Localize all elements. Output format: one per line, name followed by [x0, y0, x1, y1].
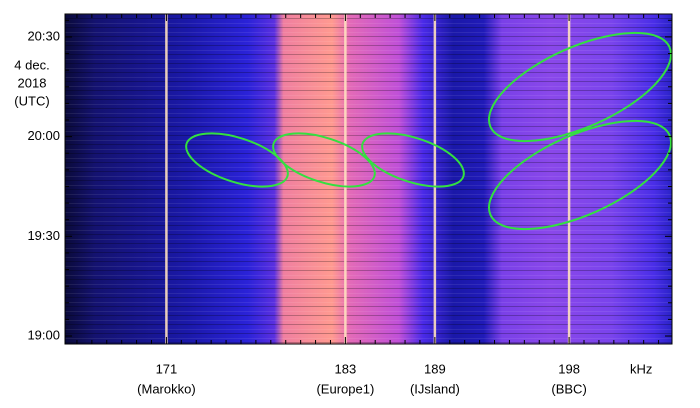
- y-axis-label: (UTC): [14, 93, 49, 108]
- annotations: [185, 31, 672, 231]
- y-tick-label: 20:30: [27, 28, 60, 43]
- annotation-ellipse: [488, 119, 672, 231]
- y-axis-label: 4 dec.: [14, 57, 49, 72]
- x-tick-sublabel: (BBC): [551, 381, 586, 396]
- x-tick-label: 189: [424, 361, 446, 376]
- y-tick-label: 19:30: [27, 228, 60, 243]
- spectrogram-texture: [65, 14, 672, 344]
- x-tick-sublabel: (Marokko): [137, 381, 196, 396]
- x-tick-label: 198: [558, 361, 580, 376]
- x-axis-label: kHz: [630, 361, 652, 376]
- annotation-ellipse: [488, 31, 672, 143]
- y-axis-label: 2018: [18, 75, 47, 90]
- annotation-ellipse: [361, 132, 465, 188]
- annotation-ellipse: [185, 132, 289, 188]
- plot-area: [65, 14, 672, 344]
- plot-frame: [64, 13, 673, 345]
- annotation-ellipse: [272, 132, 376, 188]
- x-tick-sublabel: (IJsland): [410, 381, 460, 396]
- y-tick-label: 19:00: [27, 327, 60, 342]
- y-tick-label: 20:00: [27, 128, 60, 143]
- x-tick-label: 183: [335, 361, 357, 376]
- x-tick-label: 171: [156, 361, 178, 376]
- x-tick-sublabel: (Europe1): [316, 381, 374, 396]
